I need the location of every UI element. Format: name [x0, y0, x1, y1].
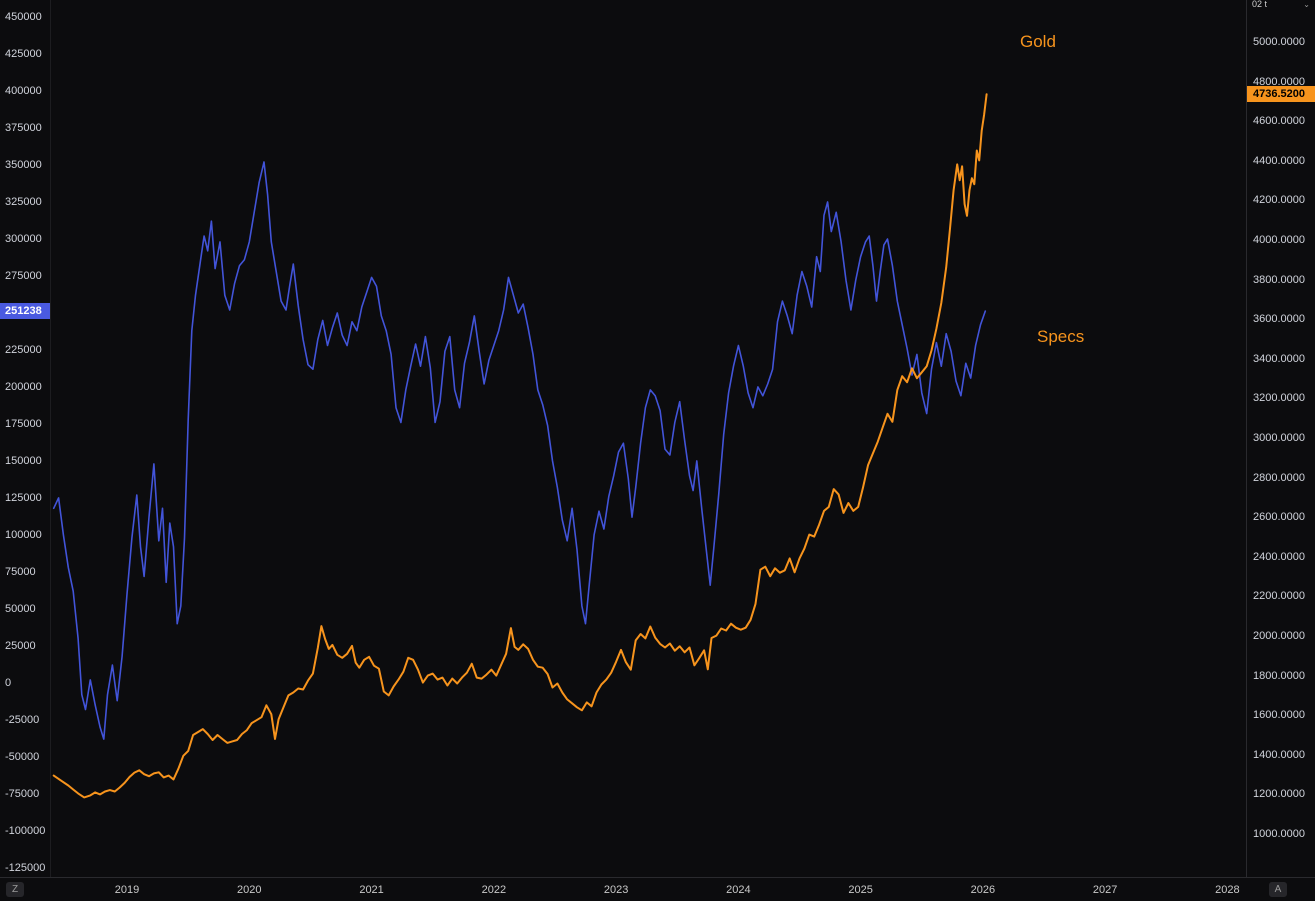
series-canvas [52, 93, 988, 799]
price-tick-label: 4600.0000 [1253, 115, 1305, 128]
price-tick-label: -75000 [5, 787, 40, 800]
timezone-badge[interactable]: Z [6, 882, 24, 897]
gold-text-annotation[interactable]: Gold [1020, 32, 1056, 51]
price-tick-label: 300000 [5, 232, 42, 245]
right-price-scale[interactable]: 02 t ⌄ 4736.5200 5000.0000 4800.0000 4600.… [1246, 0, 1315, 877]
price-tick-label: 375000 [5, 121, 42, 134]
time-tick-label: 2020 [237, 884, 262, 896]
time-tick-label: 2019 [114, 884, 140, 896]
time-tick-label: 2021 [359, 884, 384, 896]
specs-series-line[interactable] [52, 161, 987, 740]
price-tick-label: -125000 [5, 861, 46, 874]
auto-scale-badge[interactable]: A [1269, 882, 1287, 897]
time-tick-label: 2028 [1215, 884, 1240, 896]
time-tick-label: 2022 [481, 884, 507, 896]
time-scale[interactable]: Z A 2019 2020 2021 2022 2023 2024 2025 2026 2027… [0, 877, 1315, 901]
time-tick-label: 2023 [603, 884, 629, 896]
price-tick-label: 3200.0000 [1253, 392, 1305, 405]
price-tick-label: 4400.0000 [1253, 154, 1305, 167]
price-tick-label: 2400.0000 [1253, 550, 1305, 563]
scale-menu-text: 02 t [1252, 0, 1268, 9]
price-tick-label: 3000.0000 [1253, 432, 1305, 444]
price-tick-label: 425000 [5, 47, 42, 60]
specs-text-annotation[interactable]: Specs [1037, 327, 1085, 346]
price-tick-label: 325000 [5, 195, 42, 208]
price-tick-label: 200000 [5, 380, 42, 393]
price-tick-label: 2800.0000 [1253, 471, 1305, 484]
gold-series-line[interactable] [52, 93, 988, 799]
time-tick-label: 2027 [1092, 884, 1118, 896]
price-tick-label: 150000 [5, 454, 42, 467]
time-tick-label: 2024 [726, 884, 751, 896]
price-tick-label: 75000 [5, 565, 36, 578]
price-tick-label: 4200.0000 [1253, 194, 1305, 207]
chart-pane[interactable]: Gold Specs 251238 450000 425000 400000 3750… [0, 0, 1315, 877]
price-tick-label: 2600.0000 [1253, 511, 1305, 524]
price-tick-label: 3800.0000 [1253, 273, 1305, 286]
price-tick-label: 3600.0000 [1253, 313, 1305, 326]
price-tick-label: -50000 [5, 750, 40, 763]
price-tick-label: -25000 [5, 713, 40, 726]
price-tick-label: 0 [5, 676, 12, 689]
gold-last-price-label: 4736.5200 [1247, 86, 1315, 103]
price-tick-label: 275000 [5, 269, 42, 282]
price-tick-label: 3400.0000 [1253, 352, 1305, 365]
time-tick-label: 2025 [848, 884, 873, 896]
price-tick-label: 5000.0000 [1253, 35, 1305, 48]
price-tick-label: 1800.0000 [1253, 669, 1305, 682]
price-tick-label: 100000 [5, 528, 42, 541]
price-tick-label: 2000.0000 [1253, 630, 1305, 643]
plot-area[interactable]: Gold Specs [50, 0, 1247, 877]
price-tick-label: 125000 [5, 491, 42, 504]
price-tick-label: 50000 [5, 602, 36, 615]
price-tick-label: -100000 [5, 824, 46, 837]
chevron-down-icon: ⌄ [1303, 0, 1310, 9]
price-tick-label: 1400.0000 [1253, 748, 1305, 761]
scale-menu-partial[interactable]: 02 t ⌄ [1247, 0, 1315, 11]
price-tick-label: 1000.0000 [1253, 828, 1305, 841]
price-tick-label: 1200.0000 [1253, 788, 1305, 801]
left-price-scale[interactable]: 251238 450000 425000 400000 375000 350000 325… [0, 0, 51, 877]
time-tick-label: 2026 [970, 884, 996, 896]
price-tick-label: 400000 [5, 84, 42, 97]
price-tick-label: 175000 [5, 417, 42, 430]
price-tick-label: 25000 [5, 639, 36, 652]
price-tick-label: 450000 [5, 10, 42, 23]
price-tick-label: 350000 [5, 158, 42, 171]
price-tick-label: 1600.0000 [1253, 709, 1305, 722]
price-tick-label: 4800.0000 [1253, 75, 1305, 88]
price-tick-label: 225000 [5, 343, 42, 356]
price-tick-label: 2200.0000 [1253, 590, 1305, 603]
price-tick-label: 4000.0000 [1253, 233, 1305, 246]
specs-last-value-label: 251238 [0, 303, 50, 320]
